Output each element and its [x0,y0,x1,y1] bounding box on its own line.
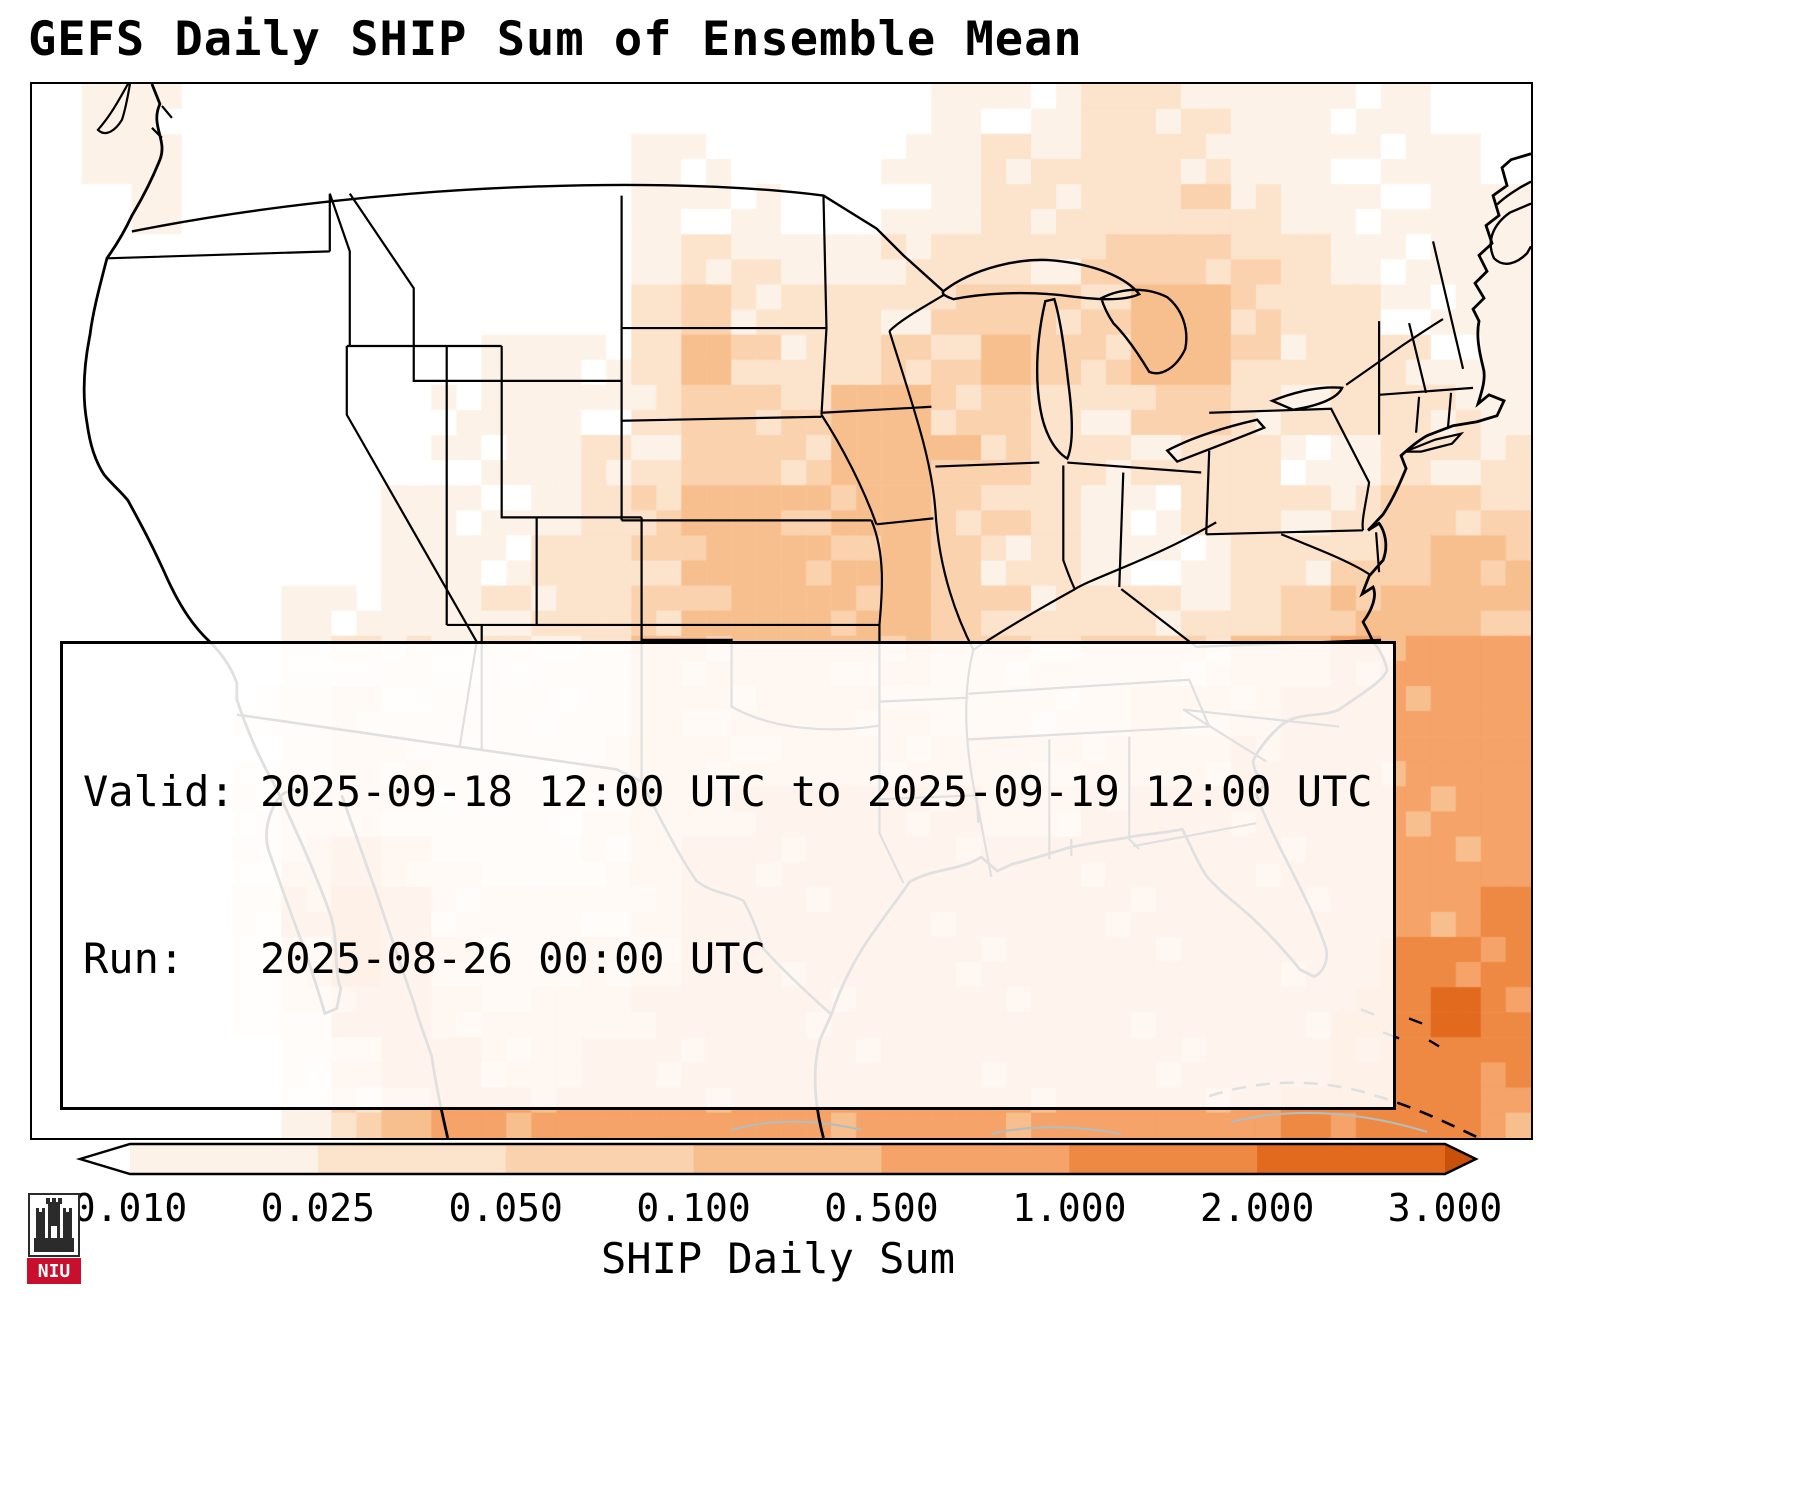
cuba-dashed-coastline [1208,1081,1480,1138]
colorbar-segment [881,1144,1070,1174]
colorbar-segment [1257,1144,1446,1174]
colorbar [75,1142,1479,1176]
colorbar-over-arrow [1445,1144,1476,1174]
gray-geography-lines [731,1111,1428,1136]
long-island [1404,431,1465,453]
colorbar-tick-labels: 0.010 0.025 0.050 0.100 0.500 1.000 2.000 3.000 [0,1186,1803,1230]
niu-logo-red-band [27,1258,81,1284]
niu-logo-text: NIU [38,1261,71,1282]
colorbar-tick-label: 0.050 [448,1186,563,1230]
map-panel: Valid: 2025-09-18 12:00 UTC to 2025-09-1… [30,82,1533,1140]
colorbar-tick-label: 0.010 [72,1186,188,1230]
page-title: GEFS Daily SHIP Sum of Ensemble Mean [28,12,1083,67]
colorbar-tick-label: 2.000 [1199,1186,1315,1230]
colorbar-tick-label: 0.025 [260,1186,376,1230]
validity-info-box: Valid: 2025-09-18 12:00 UTC to 2025-09-1… [60,640,1396,1110]
colorbar-segment [505,1144,695,1174]
canada-border [131,183,945,293]
colorbar-tick-label: 0.100 [636,1186,751,1230]
colorbar-label: SHIP Daily Sum [600,1234,956,1283]
run-time-text: Run: 2025-08-26 00:00 UTC [83,933,766,983]
colorbar-segment [693,1144,882,1174]
colorbar-segment [317,1144,507,1174]
nova-scotia-coast [1489,180,1531,265]
colorbar-tick-label: 3.000 [1387,1186,1503,1230]
castle-icon [28,1193,80,1257]
colorbar-tick-label: 1.000 [1012,1186,1127,1230]
colorbar-outline [75,1142,1479,1176]
great-lakes [941,258,1344,463]
colorbar-tick-label: 0.500 [824,1186,939,1230]
valid-time-text: Valid: 2025-09-18 12:00 UTC to 2025-09-1… [83,767,1373,817]
colorbar-segment [130,1144,319,1174]
pacific-northwest-islands [96,84,173,139]
colorbar-segment [1069,1144,1258,1174]
niu-logo: NIU [27,1193,81,1284]
colorbar-under-arrow [80,1144,130,1174]
